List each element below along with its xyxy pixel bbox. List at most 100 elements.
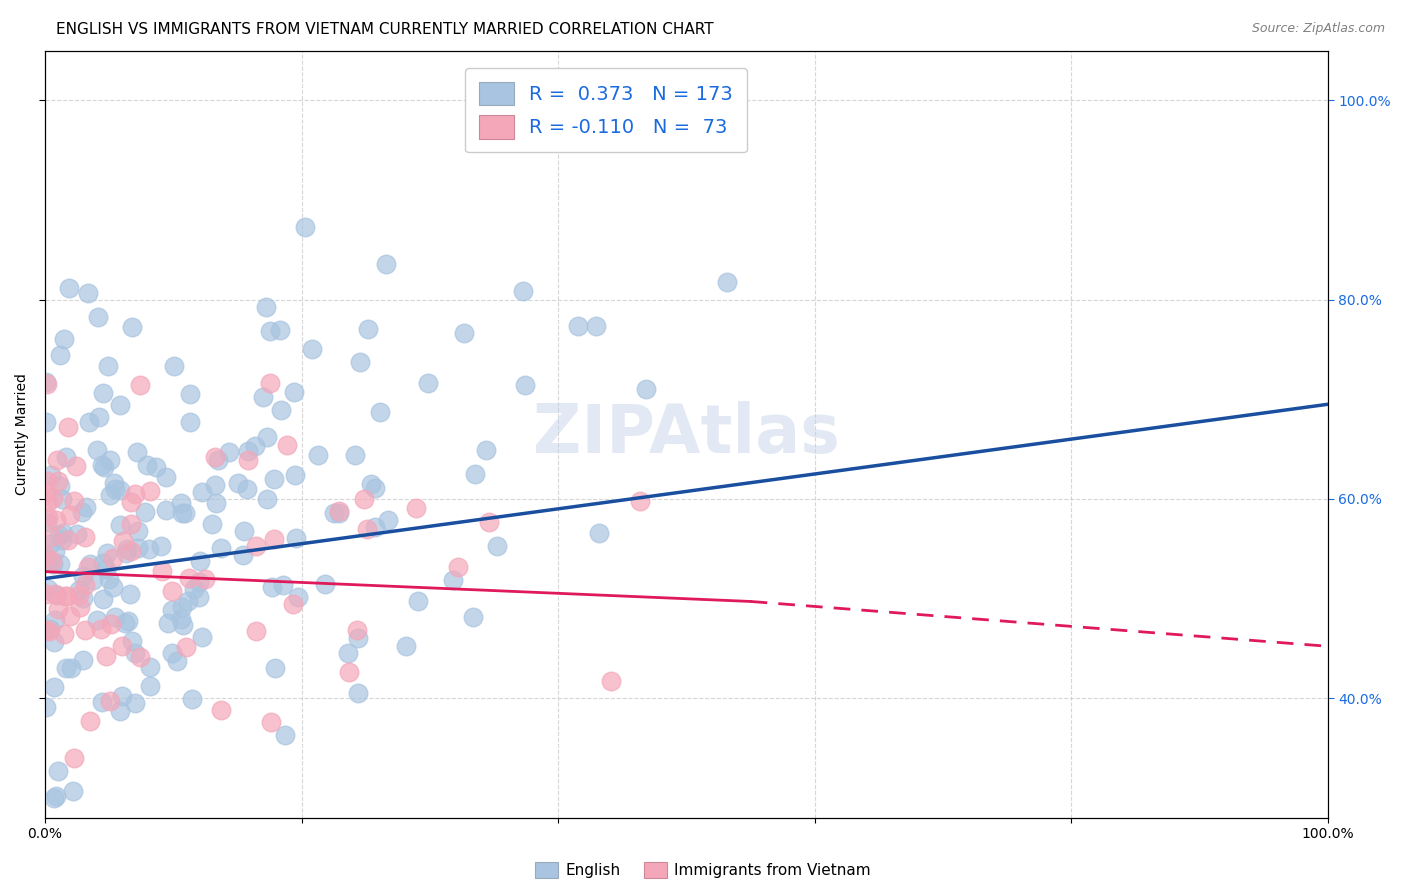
Point (104, 610, 127, 624)
Point (38, 537, 60, 551)
Point (174, 506, 197, 520)
Point (124, 696, 146, 710)
Point (453, 326, 475, 340)
Point (44, 613, 66, 627)
Text: ZIPAtlas: ZIPAtlas (533, 401, 839, 467)
Point (38, 624, 60, 638)
Point (204, 450, 226, 464)
Point (41, 467, 63, 482)
Point (97, 359, 120, 373)
Point (86, 310, 108, 325)
Point (45, 513, 67, 527)
Point (48, 764, 70, 778)
Point (245, 624, 267, 638)
Point (139, 660, 162, 674)
Point (256, 430, 278, 444)
Point (35, 553, 58, 567)
Point (124, 646, 146, 660)
Legend: English, Immigrants from Vietnam: English, Immigrants from Vietnam (529, 856, 877, 884)
Point (271, 577, 294, 591)
Point (62, 493, 84, 508)
Point (44, 587, 66, 601)
Point (155, 503, 177, 517)
Point (55, 661, 77, 675)
Point (294, 219, 316, 234)
Point (134, 505, 156, 519)
Point (129, 377, 152, 392)
Point (48, 557, 70, 571)
Point (139, 483, 162, 498)
Point (37, 495, 59, 509)
Point (37, 515, 59, 529)
Point (349, 355, 371, 369)
Point (60, 661, 83, 675)
Point (181, 691, 204, 706)
Y-axis label: Currently Married: Currently Married (15, 373, 30, 495)
Point (337, 665, 360, 679)
Point (75, 530, 97, 544)
Point (716, 275, 738, 289)
Point (263, 473, 285, 487)
Point (194, 572, 217, 586)
Point (35, 486, 58, 500)
Point (86, 613, 108, 627)
Point (567, 319, 589, 334)
Point (259, 376, 281, 390)
Point (515, 377, 537, 392)
Point (98, 488, 121, 502)
Point (188, 554, 211, 568)
Point (35, 415, 58, 429)
Point (172, 618, 194, 632)
Point (121, 319, 143, 334)
Point (461, 610, 484, 624)
Point (45, 789, 67, 804)
Point (170, 599, 193, 614)
Point (328, 504, 350, 518)
Point (79, 714, 101, 729)
Point (46, 475, 69, 489)
Point (97, 572, 120, 586)
Point (93, 459, 115, 474)
Point (38, 622, 60, 636)
Point (35, 586, 58, 600)
Point (207, 453, 229, 467)
Text: ENGLISH VS IMMIGRANTS FROM VIETNAM CURRENTLY MARRIED CORRELATION CHART: ENGLISH VS IMMIGRANTS FROM VIETNAM CURRE… (56, 22, 714, 37)
Point (59, 608, 82, 623)
Point (42, 790, 65, 805)
Point (127, 541, 149, 555)
Point (39, 530, 62, 544)
Point (41, 554, 63, 568)
Point (179, 415, 201, 429)
Point (75, 500, 97, 514)
Point (111, 639, 134, 653)
Point (145, 460, 167, 475)
Point (42, 635, 65, 649)
Point (162, 646, 184, 660)
Point (226, 475, 249, 490)
Point (110, 518, 132, 533)
Point (236, 453, 259, 467)
Point (108, 398, 131, 412)
Point (63, 751, 86, 765)
Point (138, 542, 160, 557)
Point (56, 589, 79, 603)
Point (163, 359, 186, 374)
Point (177, 594, 200, 608)
Point (58, 281, 80, 295)
Point (160, 602, 183, 616)
Point (283, 385, 305, 400)
Point (252, 390, 274, 404)
Point (35, 549, 58, 563)
Point (44, 544, 66, 558)
Point (90, 458, 112, 472)
Point (67, 583, 90, 598)
Point (262, 580, 284, 594)
Point (344, 448, 367, 462)
Point (395, 639, 418, 653)
Point (204, 478, 226, 492)
Point (245, 539, 267, 553)
Point (101, 551, 124, 566)
Point (201, 516, 224, 531)
Point (96, 648, 118, 663)
Point (56, 533, 79, 548)
